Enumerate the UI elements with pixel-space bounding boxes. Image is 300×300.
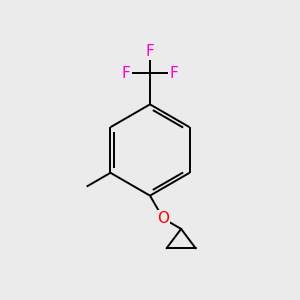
Text: F: F — [146, 44, 154, 59]
Text: F: F — [121, 66, 130, 81]
Text: F: F — [170, 66, 179, 81]
Text: O: O — [157, 211, 169, 226]
